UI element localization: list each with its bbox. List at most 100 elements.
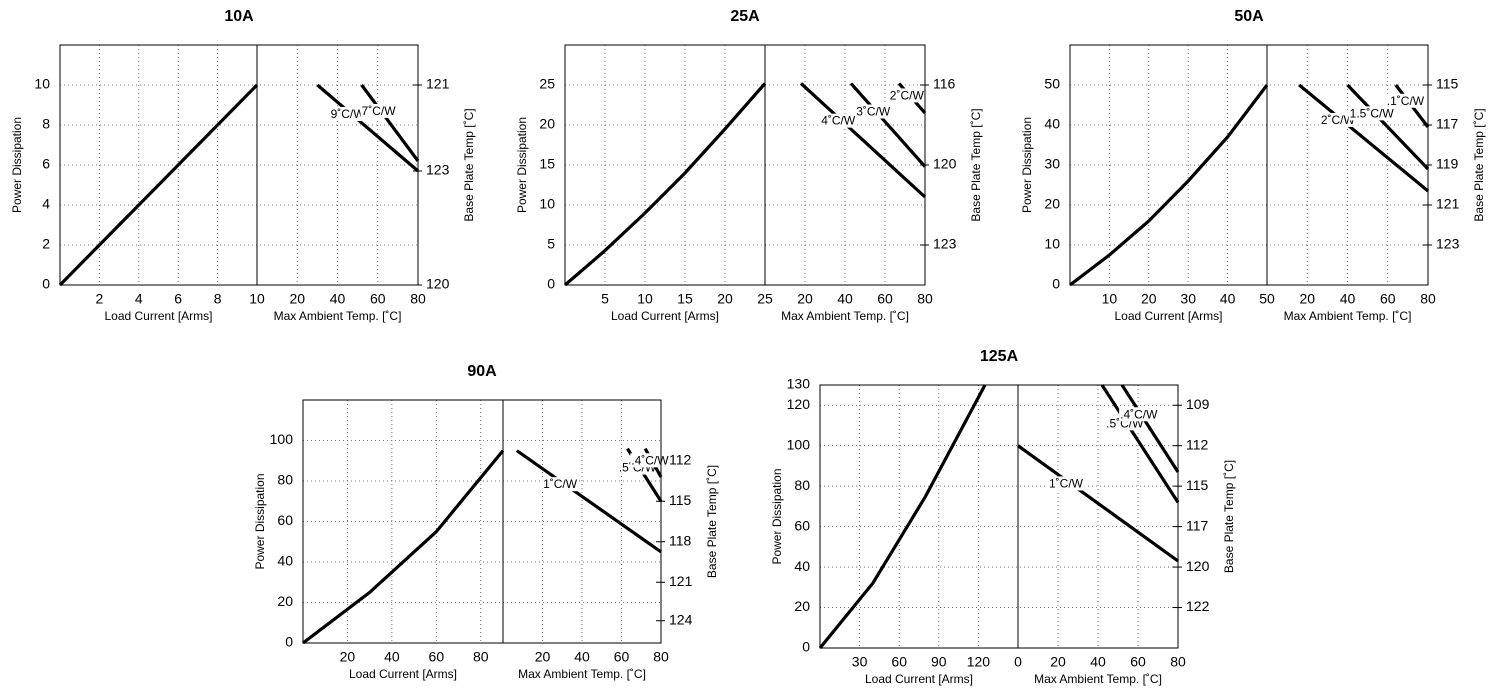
line-label: 9˚C/W bbox=[331, 107, 366, 121]
chart-title: 90A bbox=[467, 363, 497, 380]
series-line bbox=[316, 83, 420, 173]
x-tick-label: 20 bbox=[535, 649, 551, 665]
x-tick-label: 30 bbox=[852, 654, 868, 670]
series-line bbox=[1120, 384, 1180, 473]
x-tick-label: 40 bbox=[384, 649, 400, 665]
label-background bbox=[888, 88, 926, 103]
label-background bbox=[1385, 93, 1426, 108]
x-tick-label: 40 bbox=[837, 291, 853, 307]
series-line bbox=[58, 83, 259, 287]
x-axis-label: Load Current [Arms] bbox=[611, 309, 719, 323]
x-tick-label: 40 bbox=[1220, 291, 1236, 307]
x-tick-label: 20 bbox=[1050, 654, 1066, 670]
x-tick-label: 60 bbox=[429, 649, 445, 665]
line-label: 1˚C/W bbox=[1049, 476, 1084, 490]
y-tick-label: 100 bbox=[270, 431, 294, 447]
x-tick-label: 80 bbox=[917, 291, 933, 307]
y-axis-label: Power Dissipation bbox=[770, 468, 784, 564]
plot-frame bbox=[302, 399, 662, 644]
x-tick-label: 10 bbox=[1102, 291, 1118, 307]
x-tick-label: 60 bbox=[614, 649, 630, 665]
y-axis-label: Power Dissipation bbox=[1020, 117, 1034, 213]
x-tick-label: 20 bbox=[340, 649, 356, 665]
y-tick-label: 10 bbox=[539, 196, 555, 212]
x-axis-label: Max Ambient Temp. [˚C] bbox=[274, 309, 402, 323]
series-line bbox=[1298, 83, 1430, 193]
chart-title: 10A bbox=[224, 8, 254, 25]
x-tick-label: 2 bbox=[96, 291, 104, 307]
x-tick-label: 60 bbox=[877, 291, 893, 307]
series-line bbox=[818, 384, 987, 650]
y2-tick-label: 120 bbox=[933, 156, 957, 172]
y-tick-label: 80 bbox=[794, 477, 810, 493]
y2-tick-label: 123 bbox=[933, 236, 957, 252]
label-background bbox=[820, 113, 857, 128]
series-line bbox=[515, 449, 662, 554]
x-tick-label: 20 bbox=[289, 291, 305, 307]
x-tick-label: 40 bbox=[574, 649, 590, 665]
x-axis-label: Load Current [Arms] bbox=[865, 672, 973, 686]
line-label: 2˚C/W bbox=[1321, 113, 1356, 127]
x-tick-label: 15 bbox=[677, 291, 693, 307]
line-label: 7˚C/W bbox=[362, 104, 397, 118]
series-line bbox=[1017, 444, 1179, 563]
y2-tick-label: 122 bbox=[1186, 598, 1210, 614]
label-background bbox=[542, 477, 579, 492]
x-tick-label: 80 bbox=[1420, 291, 1436, 307]
y-tick-label: 40 bbox=[1044, 116, 1060, 132]
y-tick-label: 10 bbox=[34, 76, 50, 92]
y2-axis-label: Base Plate Temp [˚C] bbox=[969, 108, 983, 221]
y2-tick-label: 123 bbox=[426, 162, 450, 178]
plot-frame bbox=[819, 384, 1179, 649]
x-tick-label: 20 bbox=[1141, 291, 1157, 307]
y2-tick-label: 121 bbox=[669, 573, 693, 589]
x-tick-label: 50 bbox=[1259, 291, 1275, 307]
y-tick-label: 60 bbox=[277, 512, 293, 528]
y2-axis-label: Base Plate Temp [˚C] bbox=[1222, 460, 1236, 573]
x-tick-label: 90 bbox=[931, 654, 947, 670]
x-tick-label: 8 bbox=[214, 291, 222, 307]
y-tick-label: 40 bbox=[794, 558, 810, 574]
chart: 90A Power Dissipation Base Plate Temp [˚C]… bbox=[253, 363, 719, 681]
chart-title: 25A bbox=[730, 8, 760, 25]
y-tick-label: 8 bbox=[42, 116, 50, 132]
label-background bbox=[1319, 112, 1357, 127]
y-tick-label: 25 bbox=[539, 76, 555, 92]
chart-title: 125A bbox=[980, 348, 1019, 365]
y-tick-label: 0 bbox=[547, 276, 555, 292]
plot-frame bbox=[59, 44, 419, 286]
plot-frame bbox=[1069, 44, 1429, 286]
y-tick-label: 60 bbox=[794, 517, 810, 533]
x-tick-label: 40 bbox=[1090, 654, 1106, 670]
label-background bbox=[1348, 106, 1396, 121]
x-tick-label: 60 bbox=[370, 291, 386, 307]
y2-tick-label: 115 bbox=[1186, 477, 1209, 493]
y-tick-label: 0 bbox=[42, 276, 50, 292]
x-tick-label: 30 bbox=[1180, 291, 1196, 307]
x-tick-label: 4 bbox=[135, 291, 143, 307]
y2-axis-label: Base Plate Temp [˚C] bbox=[705, 465, 719, 578]
y2-tick-label: 119 bbox=[1436, 156, 1459, 172]
line-label: .4˚C/W bbox=[1120, 407, 1158, 421]
y-tick-label: 6 bbox=[42, 156, 50, 172]
line-label: 1.5˚C/W bbox=[1350, 106, 1395, 120]
x-tick-label: 5 bbox=[601, 291, 609, 307]
x-tick-label: 10 bbox=[637, 291, 653, 307]
y-tick-label: 20 bbox=[1044, 196, 1060, 212]
x-axis-label: Load Current [Arms] bbox=[349, 667, 457, 681]
y2-tick-label: 109 bbox=[1186, 396, 1210, 412]
series-line bbox=[302, 449, 505, 645]
line-label: 3˚C/W bbox=[856, 105, 891, 119]
y2-tick-label: 121 bbox=[1436, 196, 1460, 212]
y2-tick-label: 115 bbox=[669, 492, 692, 508]
y2-axis-label: Base Plate Temp [˚C] bbox=[1472, 108, 1486, 221]
label-background bbox=[360, 103, 398, 118]
y-tick-label: 20 bbox=[277, 593, 293, 609]
x-tick-label: 40 bbox=[330, 291, 346, 307]
y-tick-label: 0 bbox=[1052, 276, 1060, 292]
series-line bbox=[849, 82, 927, 168]
series-line bbox=[563, 82, 767, 287]
y2-tick-label: 115 bbox=[1436, 76, 1459, 92]
